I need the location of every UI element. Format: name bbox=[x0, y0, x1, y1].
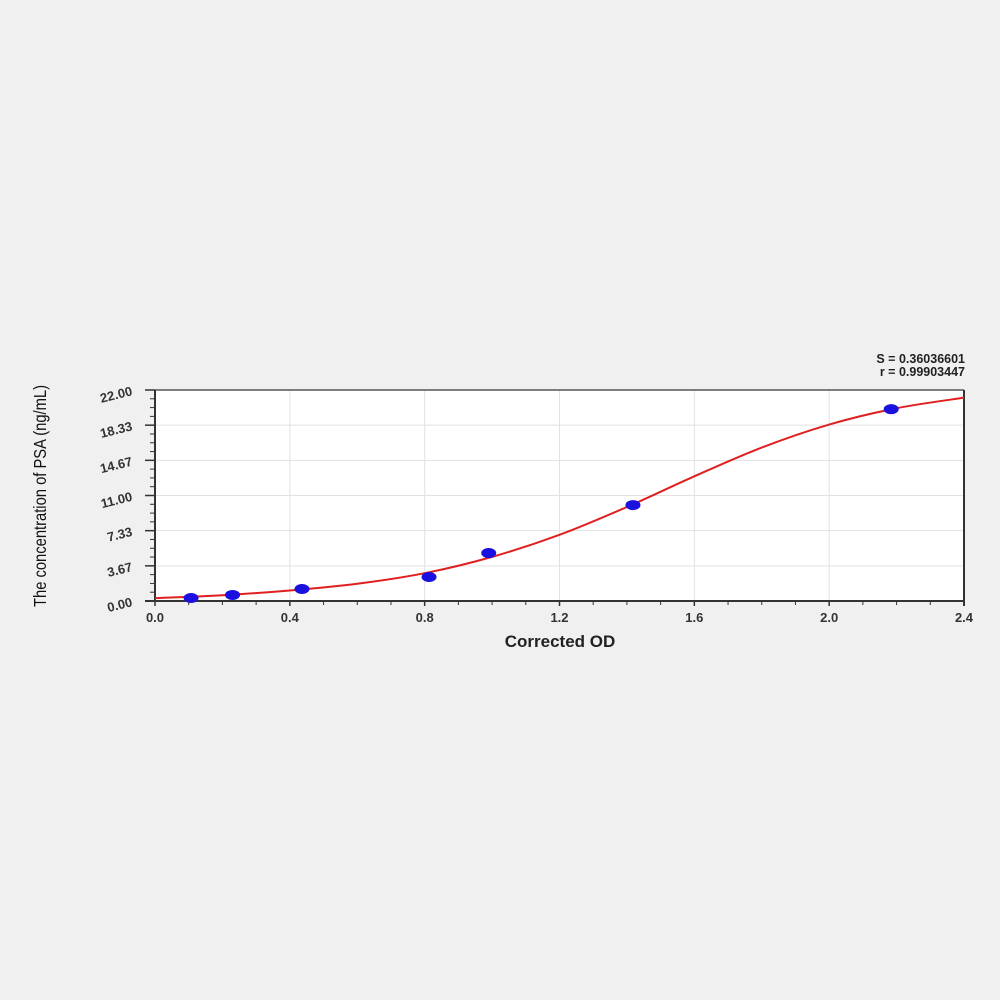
x-tick-label: 0.0 bbox=[146, 610, 164, 625]
s-value-annotation: S = 0.36036601 bbox=[876, 352, 965, 366]
data-point bbox=[225, 589, 241, 600]
y-tick-label: 7.33 bbox=[106, 524, 134, 545]
data-point bbox=[883, 404, 899, 415]
x-tick-label: 0.8 bbox=[416, 610, 434, 625]
y-axis-label: The concentration of PSA (ng/mL) bbox=[31, 385, 51, 607]
fitted-curve bbox=[154, 396, 965, 600]
x-tick-labels: 0.0 0.4 0.8 1.2 1.6 2.0 2.4 bbox=[146, 610, 974, 625]
data-point bbox=[294, 584, 310, 595]
x-tick-label: 2.4 bbox=[955, 610, 974, 625]
x-tick-label: 1.6 bbox=[685, 610, 703, 625]
x-tick-label: 0.4 bbox=[281, 610, 300, 625]
data-point bbox=[421, 572, 437, 583]
r-value-annotation: r = 0.99903447 bbox=[880, 365, 965, 379]
x-tick-label: 1.2 bbox=[550, 610, 568, 625]
y-tick-label: 11.00 bbox=[99, 489, 134, 511]
x-axis-label: Corrected OD bbox=[505, 632, 616, 651]
data-point bbox=[183, 593, 199, 604]
data-points bbox=[183, 404, 899, 604]
axes bbox=[145, 389, 965, 606]
data-point bbox=[625, 500, 641, 511]
x-tick-label: 2.0 bbox=[820, 610, 838, 625]
y-tick-label: 0.00 bbox=[106, 594, 134, 615]
data-point bbox=[481, 548, 497, 559]
y-tick-label: 3.67 bbox=[106, 559, 134, 580]
